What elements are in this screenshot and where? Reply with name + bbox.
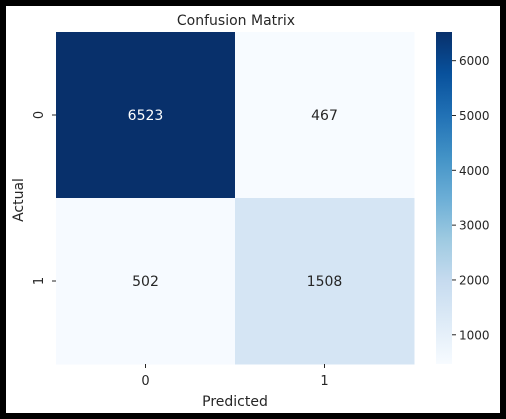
colorbar: 1000 2000 3000 4000 5000 6000 bbox=[436, 32, 490, 364]
x-axis-label: Predicted bbox=[202, 394, 268, 410]
colorbar-tick-label-5: 6000 bbox=[459, 54, 490, 68]
cell-value-1-0: 502 bbox=[132, 274, 159, 290]
heatmap-cell-1-0 bbox=[56, 198, 236, 365]
heatmap-cell-0-0 bbox=[56, 32, 236, 199]
colorbar-tick-label-0: 1000 bbox=[459, 328, 490, 342]
x-tick-label-1: 1 bbox=[320, 374, 328, 389]
chart-title: Confusion Matrix bbox=[177, 13, 295, 29]
y-axis-ticks: 01 bbox=[32, 111, 56, 285]
heatmap-cell-1-1 bbox=[235, 198, 415, 365]
cell-value-0-0: 6523 bbox=[128, 108, 164, 124]
colorbar-tick-label-4: 5000 bbox=[459, 109, 490, 123]
y-tick-label-1: 1 bbox=[32, 277, 47, 285]
heatmap-cell-labels: 6523 467 502 1508 bbox=[128, 108, 343, 290]
cell-value-1-1: 1508 bbox=[307, 274, 343, 290]
heatmap-cells bbox=[56, 32, 415, 365]
colorbar-tick-label-2: 3000 bbox=[459, 219, 490, 233]
cell-value-0-1: 467 bbox=[311, 108, 338, 124]
x-tick-label-0: 0 bbox=[141, 374, 149, 389]
y-tick-label-0: 0 bbox=[32, 111, 47, 119]
colorbar-tick-label-1: 2000 bbox=[459, 273, 490, 287]
colorbar-tick-label-3: 4000 bbox=[459, 164, 490, 178]
heatmap-cell-0-1 bbox=[235, 32, 415, 199]
y-axis-label: Actual bbox=[11, 178, 27, 222]
colorbar-gradient bbox=[436, 32, 452, 364]
